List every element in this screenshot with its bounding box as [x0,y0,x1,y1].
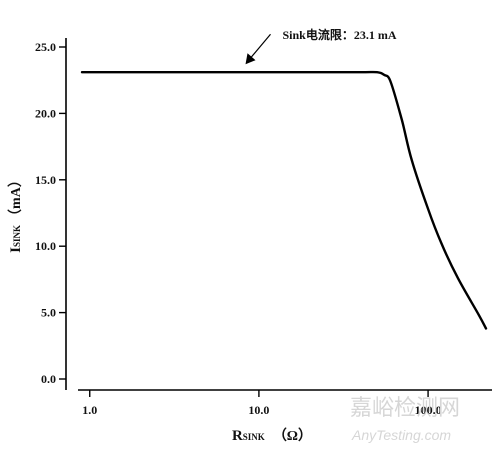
watermark-main: 嘉峪检测网 [350,396,460,421]
y-ticks: 0.0 5.0 10.0 15.0 20.0 25.0 [35,40,66,386]
y-tick-label: 10.0 [35,239,56,253]
series [80,70,488,330]
y-axis-label-unit: （mA） [8,173,24,223]
x-axis-label: RSINK （Ω） [232,428,312,444]
y-tick-label: 15.0 [35,173,56,187]
x-tick-label: 10.0 [248,403,269,417]
x-axis-label-sub: SINK [243,432,265,442]
y-axis-label-main: I [8,247,24,253]
x-ticks: 1.0 10.0 100.0 [82,390,442,417]
y-tick-label: 25.0 [35,40,56,54]
y-tick-label: 20.0 [35,106,56,120]
watermark-sub: AnyTesting.com [351,427,451,443]
watermark: 嘉峪检测网 AnyTesting.com [350,396,460,443]
annotation-arrow [249,33,271,60]
annotation: Sink电流限：23.1 mA [245,27,397,65]
x-axis-label-unit: （Ω） [273,428,312,444]
x-tick-label: 1.0 [82,403,97,417]
y-tick-label: 5.0 [41,306,56,320]
x-axis-label-main: R [232,428,243,444]
y-axis-label: ISINK （mA） [8,173,24,253]
annotation-text: Sink电流限：23.1 mA [283,27,397,42]
y-tick-label: 0.0 [41,372,56,386]
series-line [80,70,488,330]
axes [65,38,492,391]
y-axis-label-sub: SINK [12,225,22,247]
annotation-arrowhead [245,53,256,65]
x-tick-label: 100.0 [415,403,442,417]
